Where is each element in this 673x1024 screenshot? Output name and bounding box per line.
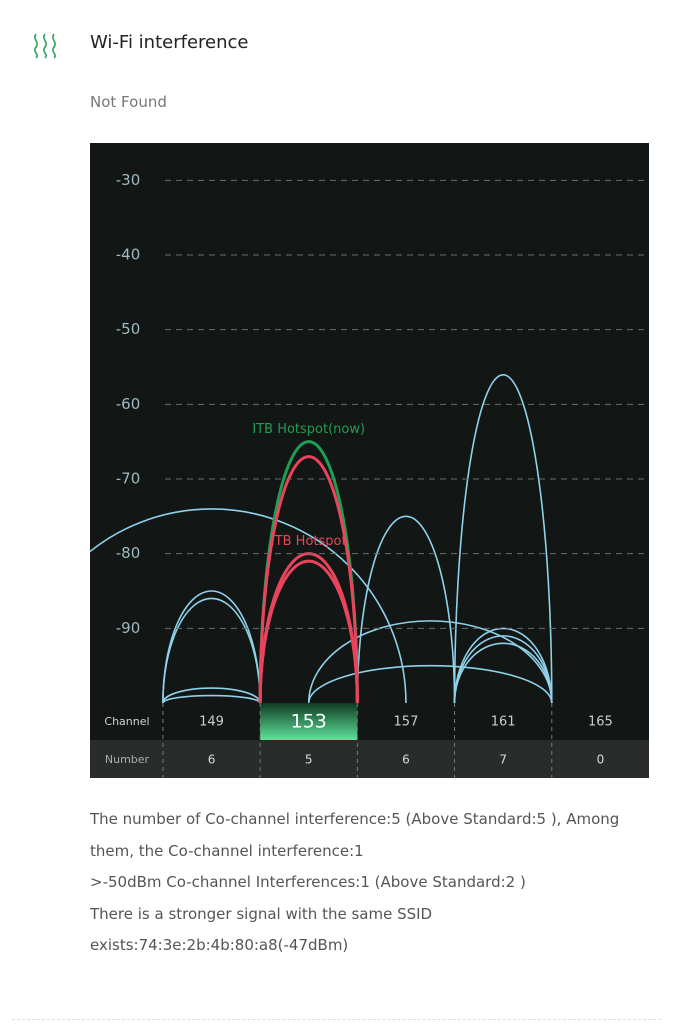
signal-arc [258, 559, 359, 703]
chart: -30 -40 -50 -60 -70 -80 -90 Channel Number 149 6 15… [90, 143, 649, 778]
channel-label: 157 [394, 715, 419, 730]
channel-label: 149 [199, 715, 224, 730]
signal-arc [453, 373, 553, 703]
detail-line: The number of Co-channel interference:5 … [90, 810, 620, 860]
number-row [90, 740, 649, 778]
count-label: 0 [597, 753, 605, 767]
y-tick-label: -40 [116, 246, 141, 264]
network-label: ITB Hotspot(now) [252, 422, 365, 437]
selected-channel [260, 703, 358, 740]
y-tick-label: -30 [116, 171, 141, 189]
count-label: 5 [305, 753, 313, 767]
channel-row [90, 703, 649, 740]
title: Wi-Fi interference [90, 32, 249, 53]
signal-arc [307, 620, 553, 703]
count-label: 6 [208, 753, 216, 767]
row-label: Channel [104, 715, 149, 728]
count-label: 7 [499, 753, 507, 767]
signal-arc [356, 516, 456, 703]
channel-label: 153 [291, 711, 327, 733]
details: The number of Co-channel interference:5 … [90, 804, 640, 962]
y-tick-label: -80 [116, 544, 141, 562]
y-tick-label: -60 [116, 395, 141, 413]
signal-arc [90, 508, 407, 703]
signal-arc [453, 635, 553, 703]
signal-arc [258, 455, 359, 703]
detail-line: >-50dBm Co-channel Interferences:1 (Abov… [90, 873, 526, 891]
separator [12, 1019, 661, 1020]
signal-arc [453, 642, 553, 703]
y-tick-label: -90 [116, 619, 141, 637]
y-tick-label: -50 [116, 320, 141, 338]
signal-arc [162, 687, 261, 703]
plot-bg [90, 143, 649, 703]
network-label: ITB Hotspot [271, 534, 347, 549]
signal-arc [307, 664, 553, 703]
signal-arc [453, 627, 553, 703]
row-label: Number [105, 753, 150, 766]
count-label: 6 [402, 753, 410, 767]
signal-arc [162, 598, 261, 703]
status: Not Found [90, 93, 167, 111]
channel-label: 161 [491, 715, 516, 730]
y-tick-label: -70 [116, 470, 141, 488]
channel-label: 165 [588, 715, 613, 730]
detail-line: There is a stronger signal with the same… [90, 904, 433, 955]
signal-arc [162, 694, 261, 703]
wifi-icon [34, 33, 56, 59]
